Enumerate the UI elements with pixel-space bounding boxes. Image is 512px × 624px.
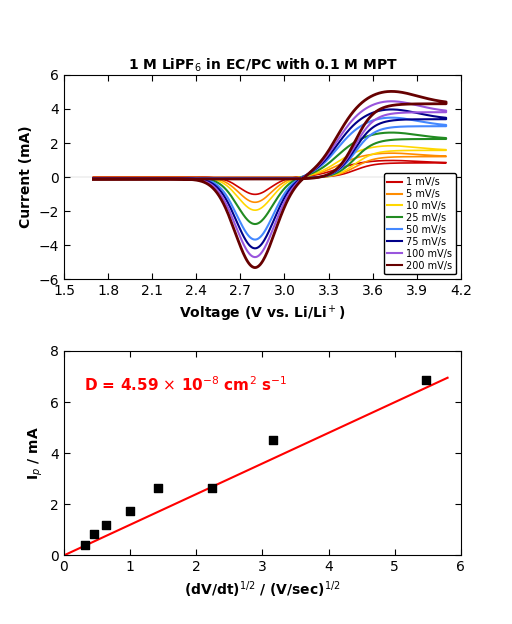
Point [422,375,430,385]
Point [102,520,110,530]
Point [154,482,162,492]
Point [90,529,98,539]
Legend: 1 mV/s, 5 mV/s, 10 mV/s, 25 mV/s, 50 mV/s, 75 mV/s, 100 mV/s, 200 mV/s: 1 mV/s, 5 mV/s, 10 mV/s, 25 mV/s, 50 mV/… [383,173,456,275]
Y-axis label: I$_p$ / mA: I$_p$ / mA [27,426,45,480]
Point [126,507,134,517]
Point [269,436,277,446]
Point [81,540,89,550]
Title: 1 M LiPF$_6$ in EC/PC with 0.1 M MPT: 1 M LiPF$_6$ in EC/PC with 0.1 M MPT [127,56,397,74]
Text: D = 4.59 $\times$ 10$^{-8}$ cm$^2$ s$^{-1}$: D = 4.59 $\times$ 10$^{-8}$ cm$^2$ s$^{-… [84,376,287,394]
X-axis label: Voltage (V vs. Li/Li$^+$): Voltage (V vs. Li/Li$^+$) [179,304,346,324]
Point [208,482,216,492]
X-axis label: (dV/dt)$^{1/2}$ / (V/sec)$^{1/2}$: (dV/dt)$^{1/2}$ / (V/sec)$^{1/2}$ [184,580,340,600]
Y-axis label: Current (mA): Current (mA) [19,126,33,228]
